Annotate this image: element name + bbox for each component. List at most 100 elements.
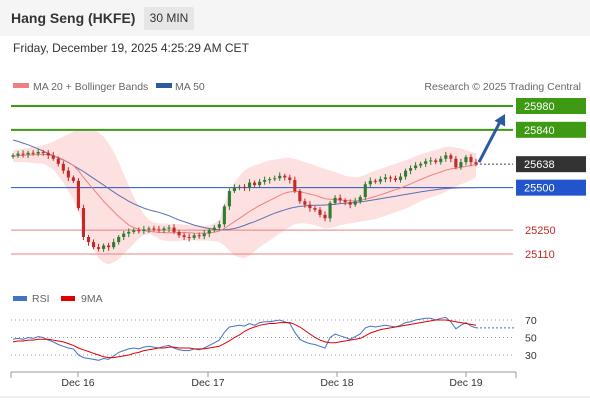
candle-body <box>308 204 312 209</box>
candle-body <box>61 163 65 171</box>
candle-body <box>96 247 101 249</box>
candle-body <box>454 158 458 168</box>
candle-body <box>328 202 332 219</box>
bollinger-band-area <box>13 129 476 265</box>
last-level-tag <box>516 156 586 173</box>
candle-body <box>388 177 393 179</box>
candle-body <box>46 152 50 156</box>
candle-body <box>167 227 171 229</box>
candle-body <box>222 206 226 225</box>
candle-body <box>358 197 362 202</box>
candle-body <box>162 228 166 231</box>
candle-body <box>107 245 111 248</box>
candle-body <box>348 202 352 205</box>
candle-body <box>258 181 262 186</box>
candle-body <box>263 180 267 182</box>
rsi-line <box>12 316 477 361</box>
rsi-tick-label: 50 <box>525 333 537 345</box>
candle-body <box>278 175 282 179</box>
candle-body <box>378 179 382 182</box>
candle-body <box>434 160 438 163</box>
candle-body <box>439 158 443 163</box>
candle-body <box>147 228 151 230</box>
candle-body <box>363 184 367 198</box>
candle-body <box>177 231 181 236</box>
candle-body <box>293 180 297 192</box>
header-bar: Hang Seng (HKFE) 30 MIN <box>0 0 590 36</box>
candle-body <box>182 235 186 237</box>
projection-arrow-line <box>477 119 503 163</box>
ma50-legend-label: MA 50 <box>175 81 205 93</box>
candle-body <box>56 158 60 164</box>
support-level-label: 25110 <box>525 249 555 261</box>
candle-body <box>242 186 247 188</box>
candle-body <box>51 155 55 159</box>
resistance-level-tag <box>516 121 586 138</box>
timeframe-button[interactable]: 30 MIN <box>144 7 194 30</box>
candle-body <box>368 180 372 185</box>
resistance-level-label: 25840 <box>524 125 555 137</box>
resistance-level-label: 25980 <box>524 101 555 113</box>
candle-body <box>122 233 126 237</box>
candle-body <box>338 197 342 201</box>
candle-body <box>283 175 287 178</box>
candle-body <box>192 235 196 238</box>
candle-body <box>71 177 75 181</box>
candle-body <box>31 152 35 154</box>
support-level-label: 25250 <box>525 225 556 237</box>
candle-body <box>414 165 418 169</box>
x-axis: Dec 16 Dec 17 Dec 18 Dec 19 <box>61 372 483 389</box>
candle-body <box>232 187 236 192</box>
candle-body <box>464 157 468 163</box>
candle-body <box>152 228 156 230</box>
candle-body <box>127 231 131 234</box>
candle-body <box>353 201 357 205</box>
candle-body <box>469 157 473 163</box>
candle-body <box>202 233 206 237</box>
projection-arrow-head <box>494 114 506 127</box>
candle-body <box>303 201 307 205</box>
candle-body <box>21 153 25 155</box>
x-axis-label: Dec 18 <box>320 377 353 389</box>
candle-body <box>16 153 20 156</box>
candle-body <box>398 176 403 180</box>
candle-body <box>444 155 448 159</box>
candle-body <box>76 180 80 209</box>
x-axis-label: Dec 17 <box>191 377 224 389</box>
candle-body <box>474 162 478 165</box>
ma-bb-legend-swatch <box>13 83 29 88</box>
candle-body <box>132 230 136 232</box>
candle-body <box>383 177 387 180</box>
instrument-title: Hang Seng (HKFE) <box>11 10 136 26</box>
x-axis-label: Dec 19 <box>449 377 482 389</box>
ma50-line <box>12 139 476 231</box>
last-level-label: 25638 <box>524 159 555 171</box>
candle-body <box>318 209 322 215</box>
candle-body <box>91 242 96 248</box>
candle-body <box>419 163 423 166</box>
copyright-label: Research © 2025 Trading Central <box>424 81 581 93</box>
candle-body <box>273 178 277 180</box>
candle-body <box>373 180 377 182</box>
candle-body <box>142 229 146 232</box>
candle-body <box>157 229 161 231</box>
candle-body <box>459 162 463 168</box>
pivot-level-tag <box>516 179 586 196</box>
rsi-legend-swatch <box>13 296 27 301</box>
candle-body <box>26 152 30 155</box>
candle-body <box>313 208 317 210</box>
candle-body <box>207 230 211 234</box>
x-axis-label: Dec 16 <box>61 377 94 389</box>
ma-bb-legend-label: MA 20 + Bollinger Bands <box>33 81 148 93</box>
candle-body <box>227 191 231 207</box>
candle-body <box>41 151 45 153</box>
candle-body <box>102 245 106 249</box>
candle-body <box>66 170 70 178</box>
candle-body <box>197 235 201 237</box>
candle-body <box>429 160 433 162</box>
candle-body <box>112 242 116 248</box>
candle-body <box>268 179 272 181</box>
rsi-chart: 70 50 30 <box>11 315 537 362</box>
candle-body <box>298 191 302 202</box>
